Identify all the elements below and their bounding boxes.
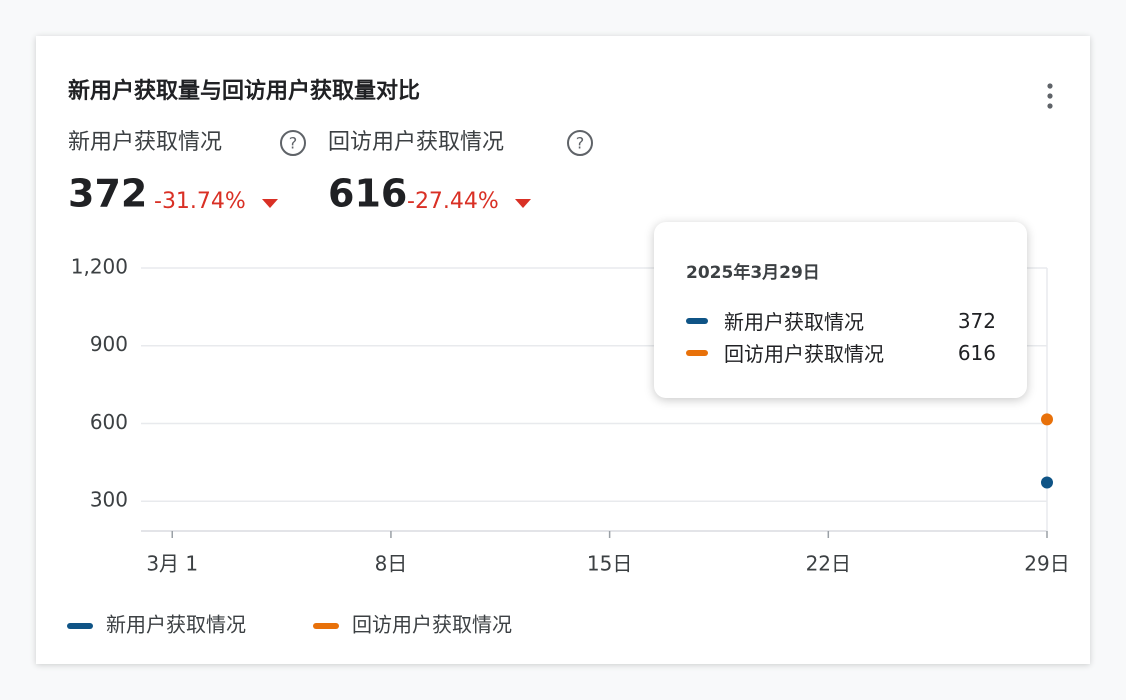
help-icon[interactable]: ? bbox=[567, 130, 593, 156]
y-tick-label: 900 bbox=[90, 332, 128, 356]
tooltip-swatch bbox=[686, 317, 708, 324]
tooltip-swatch bbox=[686, 349, 708, 356]
y-tick-label: 600 bbox=[90, 410, 128, 434]
hover-point bbox=[1041, 476, 1053, 489]
down-arrow bbox=[262, 199, 278, 208]
y-tick-label: 300 bbox=[90, 488, 128, 512]
tooltip-title: 2025年3月29日 bbox=[686, 263, 820, 283]
tooltip-value: 616 bbox=[957, 340, 996, 365]
tooltip-row: 回访用户获取情况 616 bbox=[686, 338, 996, 367]
scorecard-label: 回访用户获取情况 bbox=[328, 130, 504, 155]
tooltip-label: 回访用户获取情况 bbox=[724, 342, 884, 366]
tooltip-value: 372 bbox=[957, 308, 996, 333]
tooltip-label: 新用户获取情况 bbox=[724, 310, 864, 334]
more-menu[interactable] bbox=[1047, 83, 1053, 109]
hover-point bbox=[1041, 413, 1053, 426]
svg-text:?: ? bbox=[576, 134, 585, 153]
legend-label: 新用户获取情况 bbox=[106, 613, 246, 637]
scorecard-value: 616 bbox=[328, 172, 407, 216]
tooltip-row: 新用户获取情况 372 bbox=[686, 306, 996, 335]
x-tick-label: 3月 1 bbox=[146, 552, 198, 576]
y-tick-label: 1,200 bbox=[71, 255, 128, 279]
x-tick-label: 22日 bbox=[806, 552, 851, 576]
scorecard-value: 372 bbox=[68, 172, 147, 216]
scorecard-change: -27.44% bbox=[407, 189, 499, 214]
down-arrow bbox=[515, 199, 531, 208]
scorecard-change: -31.74% bbox=[154, 189, 246, 214]
tooltip: 2025年3月29日 新用户获取情况 372 回访用户获取情况 616 bbox=[654, 222, 1027, 398]
x-tick-label: 29日 bbox=[1024, 552, 1069, 576]
legend-label: 回访用户获取情况 bbox=[352, 613, 512, 637]
x-tick-label: 8日 bbox=[375, 552, 408, 576]
x-tick-label: 15日 bbox=[587, 552, 632, 576]
svg-text:?: ? bbox=[289, 134, 298, 153]
scorecard-label: 新用户获取情况 bbox=[68, 130, 222, 155]
card-title: 新用户获取量与回访用户获取量对比 bbox=[68, 78, 420, 104]
help-icon[interactable]: ? bbox=[280, 130, 306, 156]
